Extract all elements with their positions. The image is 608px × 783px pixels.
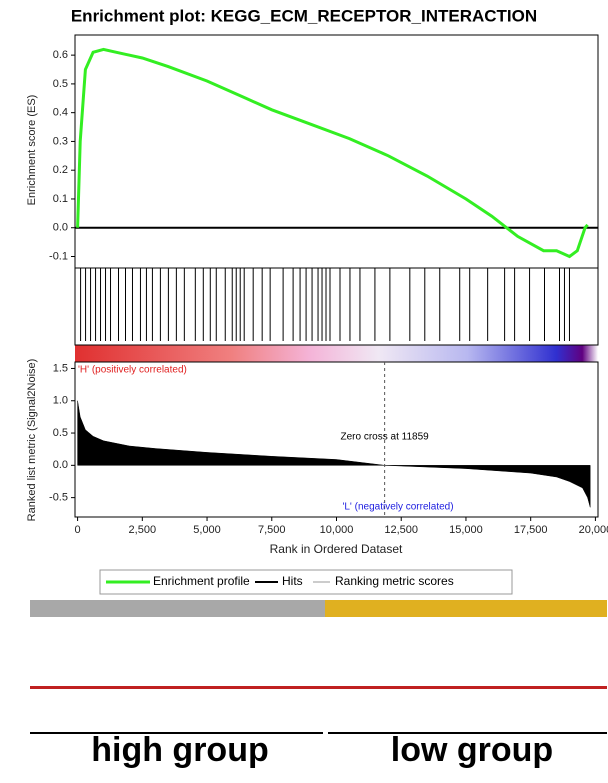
- group-strip: [30, 600, 325, 617]
- heatmap: [30, 600, 607, 689]
- y-tick-label: 0.3: [53, 135, 68, 147]
- annotation: 'H' (positively correlated): [78, 365, 187, 376]
- x-axis-label: Rank in Ordered Dataset: [270, 542, 403, 556]
- chart-title: Enrichment plot: KEGG_ECM_RECEPTOR_INTER…: [71, 6, 537, 25]
- legend-label: Ranking metric scores: [335, 574, 454, 588]
- heat-row: [30, 686, 607, 689]
- y-tick-label: 0.1: [53, 193, 68, 205]
- legend-label: Hits: [282, 574, 303, 588]
- es-curve: [76, 47, 589, 259]
- legend-box: [99, 569, 513, 595]
- rank-color-bar: [75, 345, 598, 362]
- legend-label: Enrichment profile: [153, 574, 250, 588]
- plot-frame: [74, 361, 599, 518]
- y-tick-label: 0.4: [53, 107, 68, 119]
- y-tick-label: 0.5: [53, 427, 68, 439]
- y-axis-label: Enrichment score (ES): [26, 95, 38, 206]
- annotation: 'L' (negatively correlated): [342, 502, 453, 513]
- group-label: high group: [91, 731, 269, 769]
- x-tick-label: 10,000: [320, 524, 354, 536]
- y-tick-label: 0.6: [53, 49, 68, 61]
- x-tick-label: 17,500: [514, 524, 548, 536]
- plot-frame: [74, 34, 599, 269]
- plot-frame: [74, 267, 599, 346]
- x-tick-label: 0: [75, 524, 81, 536]
- y-tick-label: 0.0: [53, 459, 68, 471]
- metric-area: [77, 400, 591, 508]
- y-axis-label: Ranked list metric (Signal2Noise): [26, 359, 38, 522]
- y-tick-label: 0.5: [53, 78, 68, 90]
- x-tick-label: 5,000: [193, 524, 221, 536]
- y-tick-label: 0.2: [53, 164, 68, 176]
- group-strip: [325, 600, 607, 617]
- y-tick-label: -0.1: [49, 250, 68, 262]
- x-tick-label: 12,500: [384, 524, 418, 536]
- y-tick-label: 1.5: [53, 362, 68, 374]
- annotation: Zero cross at 11859: [341, 432, 430, 443]
- y-tick-label: 0.0: [53, 222, 68, 234]
- y-tick-label: -0.5: [49, 492, 68, 504]
- x-tick-label: 7,500: [258, 524, 286, 536]
- x-tick-label: 20,000: [579, 524, 608, 536]
- x-tick-label: 15,000: [449, 524, 483, 536]
- y-tick-label: 1.0: [53, 395, 68, 407]
- x-tick-label: 2,500: [129, 524, 157, 536]
- group-label: low group: [391, 731, 553, 769]
